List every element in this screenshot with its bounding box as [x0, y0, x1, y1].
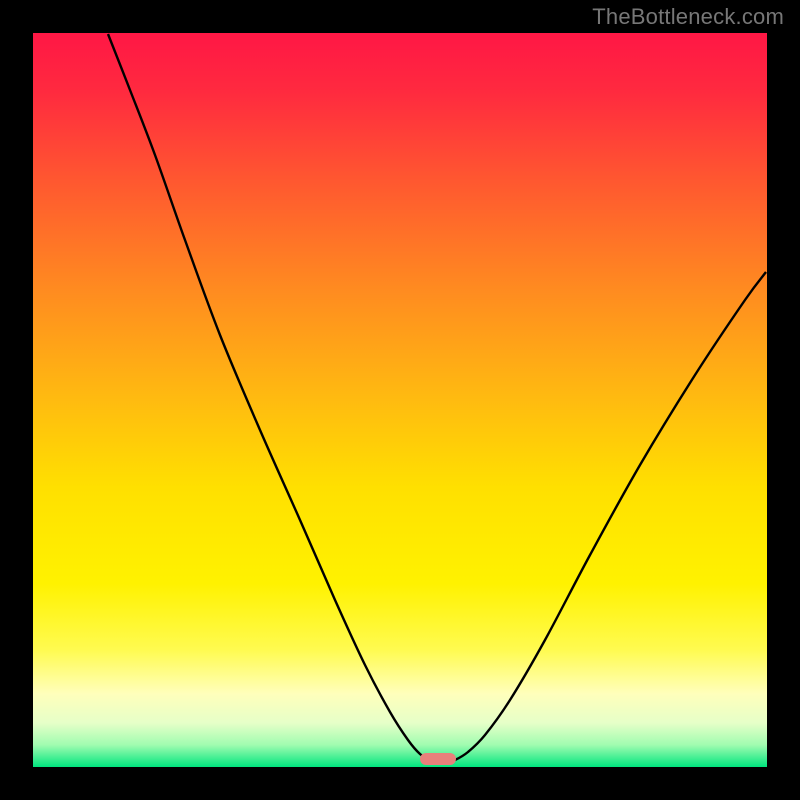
chart-container: TheBottleneck.com	[0, 0, 800, 800]
bottleneck-chart	[0, 0, 800, 800]
plot-area	[33, 33, 767, 767]
watermark-label: TheBottleneck.com	[592, 4, 784, 30]
sweet-spot-marker	[420, 753, 456, 765]
